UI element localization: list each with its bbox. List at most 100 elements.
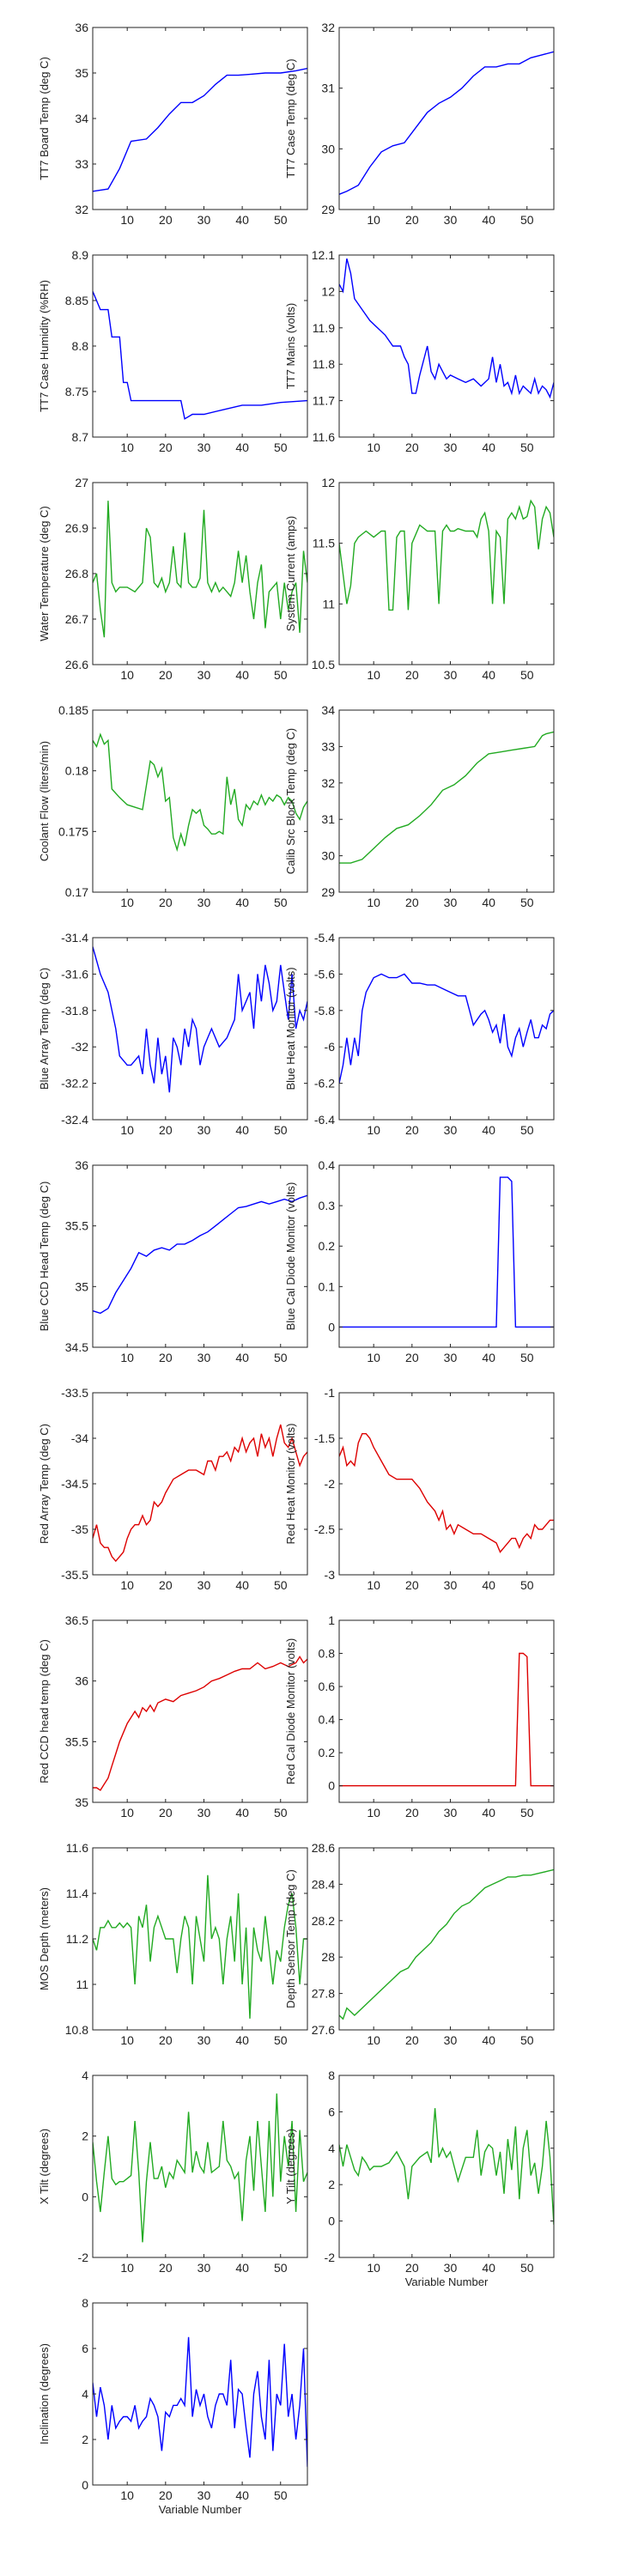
x-tick-label: 20: [405, 1806, 419, 1820]
x-tick-label: 30: [444, 1123, 458, 1137]
y-axis-label: Blue Cal Diode Monitor (volts): [284, 1182, 297, 1331]
x-tick-label: 10: [367, 668, 380, 682]
x-tick-label: 30: [197, 896, 211, 909]
y-tick-label: 8.9: [72, 248, 89, 262]
y-tick-label: 4: [82, 2069, 88, 2082]
chart-panel-10: 10 20 30 40 50 -6.4 -6.2 -6 -5.8 -5.6 -5.4 Blue Hea…: [284, 931, 555, 1137]
x-tick-label: 50: [274, 440, 288, 454]
y-tick-label: -31.4: [61, 931, 88, 945]
x-tick-label: 10: [367, 1351, 380, 1364]
y-tick-label: -34: [71, 1431, 88, 1445]
y-tick-label: -33.5: [61, 1386, 88, 1400]
y-tick-label: 32: [321, 21, 335, 34]
x-tick-label: 10: [367, 213, 380, 227]
chart-panel-15: 10 20 30 40 50 35 35.5 36 36.5 Red CCD head temp …: [38, 1613, 308, 1820]
y-tick-label: 0: [82, 2190, 88, 2203]
y-tick-label: 0.8: [319, 1647, 336, 1661]
series-line: [339, 499, 554, 611]
x-tick-label: 50: [520, 1578, 534, 1592]
chart-panel-8: 10 20 30 40 50 29 30 31 32 33 34 Calib Src Block Te…: [284, 703, 555, 909]
y-axis-label: Calib Src Block Temp (deg C): [284, 728, 297, 874]
y-tick-label: 11.9: [313, 321, 335, 335]
x-tick-label: 30: [444, 213, 458, 227]
y-tick-label: 26.6: [65, 658, 88, 671]
chart-panel-12: 10 20 30 40 50 0 0.1 0.2 0.3 0.4 Blue Cal Diode Mo…: [284, 1158, 555, 1364]
x-tick-label: 40: [482, 668, 495, 682]
y-tick-label: 0: [82, 2478, 88, 2492]
y-tick-label: -2: [78, 2251, 89, 2264]
x-tick-label: 20: [159, 2488, 173, 2502]
y-tick-label: -35.5: [61, 1568, 88, 1582]
x-tick-label: 50: [274, 2033, 288, 2047]
x-tick-label: 50: [520, 1351, 534, 1364]
chart-panel-11: 10 20 30 40 50 34.5 35 35.5 36 Blue CCD Head Temp…: [38, 1158, 308, 1364]
y-tick-label: -1: [325, 1386, 336, 1400]
x-tick-label: 50: [274, 213, 288, 227]
x-tick-label: 20: [405, 1578, 419, 1592]
axes-frame: [92, 2075, 308, 2258]
chart-panel-16: 10 20 30 40 50 0 0.2 0.4 0.6 0.8 1 Red Cal Diode Mo…: [284, 1613, 555, 1820]
x-tick-label: 30: [197, 668, 211, 682]
x-tick-label: 50: [520, 2261, 534, 2275]
y-tick-label: 36: [75, 1674, 88, 1688]
y-tick-label: 6: [82, 2342, 88, 2355]
y-tick-label: 28.4: [312, 1877, 335, 1891]
x-tick-label: 40: [235, 1806, 249, 1820]
x-tick-label: 50: [274, 896, 288, 909]
x-tick-label: 50: [520, 896, 534, 909]
chart-panel-2: 10 20 30 40 50 29 30 31 32 TT7 Case Temp (deg C): [284, 21, 555, 227]
y-tick-label: 8: [328, 2069, 335, 2082]
chart-panel-4: 10 20 30 40 50 11.6 11.7 11.8 11.9 12 12.1 TT7 Main…: [284, 248, 555, 454]
x-tick-label: 30: [444, 2261, 458, 2275]
y-tick-label: -32.2: [61, 1077, 88, 1091]
x-tick-label: 20: [405, 440, 419, 454]
x-tick-label: 20: [405, 668, 419, 682]
y-tick-label: 34: [321, 703, 335, 717]
y-tick-label: -2: [325, 1477, 336, 1491]
y-tick-label: -2: [325, 2251, 336, 2264]
y-axis-label: Y Tilt (degrees): [284, 2129, 297, 2204]
y-tick-label: 11.6: [66, 1841, 88, 1855]
y-tick-label: -31.6: [61, 967, 88, 981]
y-tick-label: -6.4: [314, 1113, 335, 1127]
y-tick-label: -5.4: [314, 931, 335, 945]
chart-panel-3: 10 20 30 40 50 8.7 8.75 8.8 8.85 8.9 TT7 Case Humi…: [38, 248, 308, 454]
x-tick-label: 40: [235, 1578, 249, 1592]
x-tick-label: 10: [367, 2261, 380, 2275]
y-tick-label: 0.3: [319, 1199, 336, 1212]
y-tick-label: 0.4: [319, 1158, 336, 1172]
x-tick-label: 50: [274, 2261, 288, 2275]
y-tick-label: -35: [71, 1522, 88, 1536]
y-tick-label: 8.75: [65, 385, 88, 398]
x-axis-label: Variable Number: [159, 2503, 242, 2516]
x-tick-label: 40: [235, 1123, 249, 1137]
y-tick-label: 4: [328, 2142, 335, 2155]
x-tick-label: 30: [197, 1123, 211, 1137]
y-tick-label: 11: [322, 597, 335, 611]
x-tick-label: 20: [159, 668, 173, 682]
series-line: [93, 291, 307, 420]
y-tick-label: 35.5: [65, 1735, 88, 1748]
x-tick-label: 40: [482, 1351, 495, 1364]
y-tick-label: 1: [328, 1613, 335, 1627]
axes-frame: [338, 482, 555, 665]
y-tick-label: 11.8: [313, 357, 335, 371]
x-tick-label: 10: [367, 440, 380, 454]
series-line: [339, 2108, 554, 2225]
axes-frame: [92, 709, 308, 893]
y-tick-label: -34.5: [61, 1477, 88, 1491]
y-tick-label: 27.8: [312, 1987, 335, 2001]
series-line: [93, 1874, 307, 2019]
chart-panel-1: 10 20 30 40 50 32 33 34 35 36 TT7 Board Temp (deg …: [38, 21, 308, 227]
series-line: [93, 2093, 307, 2243]
x-tick-label: 10: [120, 2488, 134, 2502]
y-tick-label: 36: [75, 21, 88, 34]
y-tick-label: 29: [321, 885, 335, 899]
y-tick-label: 8: [82, 2296, 88, 2310]
y-tick-label: 8.7: [72, 430, 89, 444]
x-tick-label: 10: [367, 1578, 380, 1592]
y-tick-label: 33: [321, 739, 335, 753]
x-tick-label: 40: [482, 1806, 495, 1820]
y-tick-label: 0: [328, 2215, 335, 2228]
x-tick-label: 10: [367, 1123, 380, 1137]
